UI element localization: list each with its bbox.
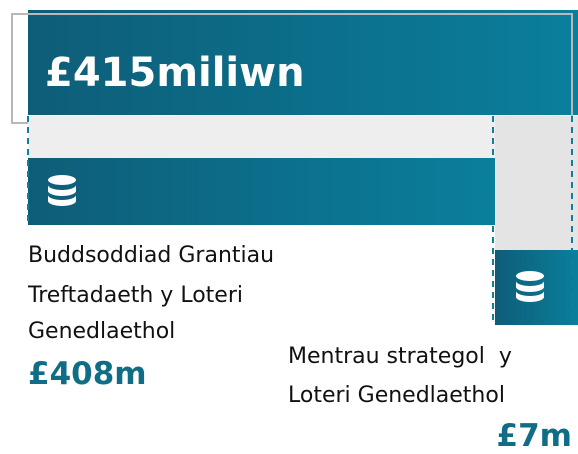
item-label: Loteri Genedlaethol bbox=[288, 383, 505, 408]
item-value: £7m bbox=[497, 418, 572, 454]
database-icon bbox=[48, 175, 76, 206]
bar-background bbox=[495, 116, 578, 250]
total-banner bbox=[28, 10, 578, 115]
item-label: Buddsoddiad Grantiau bbox=[28, 243, 274, 268]
item-value: £408m bbox=[28, 356, 147, 392]
bar bbox=[28, 158, 495, 225]
database-icon bbox=[516, 271, 544, 302]
item-label: Mentrau strategol y bbox=[288, 344, 512, 369]
bar-background bbox=[28, 116, 495, 158]
item-label: Genedlaethol bbox=[28, 319, 175, 344]
item-label: Treftadaeth y Loteri bbox=[27, 283, 243, 308]
total-text: £415miliwn bbox=[45, 50, 305, 96]
